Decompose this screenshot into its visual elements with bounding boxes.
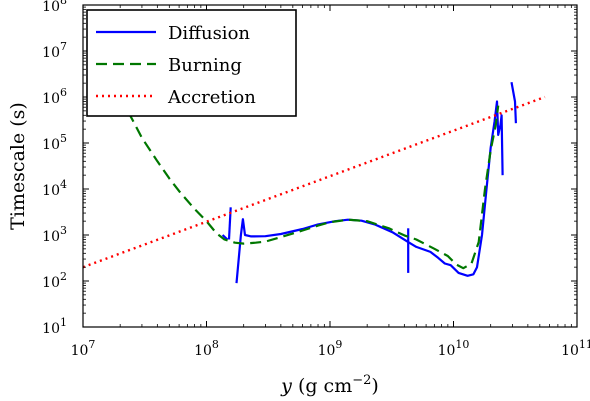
- legend: Diffusion Burning Accretion: [86, 9, 297, 117]
- y-axis-label: Timescale (s): [7, 102, 29, 230]
- series-line-burning: [119, 96, 500, 270]
- y-axis-title: Timescale (s): [7, 102, 29, 230]
- legend-label-accretion: Accretion: [167, 87, 256, 108]
- x-tick-label: 1010: [438, 338, 470, 359]
- series-line-diffusion: [510, 82, 517, 124]
- tick-layer: 107 108 109 1010 1011 101 102 103 104 105 106 107 10…: [42, 0, 590, 359]
- series-layer: [82, 82, 546, 284]
- y-tick-label: 107: [42, 40, 67, 61]
- x-tick-label: 1011: [561, 338, 590, 359]
- y-tick-label: 101: [42, 316, 67, 337]
- x-tick-label: 109: [318, 338, 343, 359]
- legend-label-burning: Burning: [168, 55, 242, 76]
- x-tick-label: 107: [71, 338, 96, 359]
- y-tick-label: 103: [42, 224, 67, 245]
- y-tick-label: 104: [42, 178, 67, 199]
- series-line-diffusion: [235, 100, 504, 284]
- series-line-accretion: [82, 95, 546, 269]
- x-tick-label: 108: [194, 338, 219, 359]
- series-line-diffusion: [221, 234, 229, 241]
- y-tick-label: 105: [42, 132, 67, 153]
- y-tick-label: 108: [42, 0, 67, 15]
- y-tick-label: 102: [42, 270, 67, 291]
- x-axis-label: y (g cm−2): [280, 373, 379, 397]
- legend-label-diffusion: Diffusion: [168, 23, 250, 44]
- y-tick-label: 106: [42, 86, 67, 107]
